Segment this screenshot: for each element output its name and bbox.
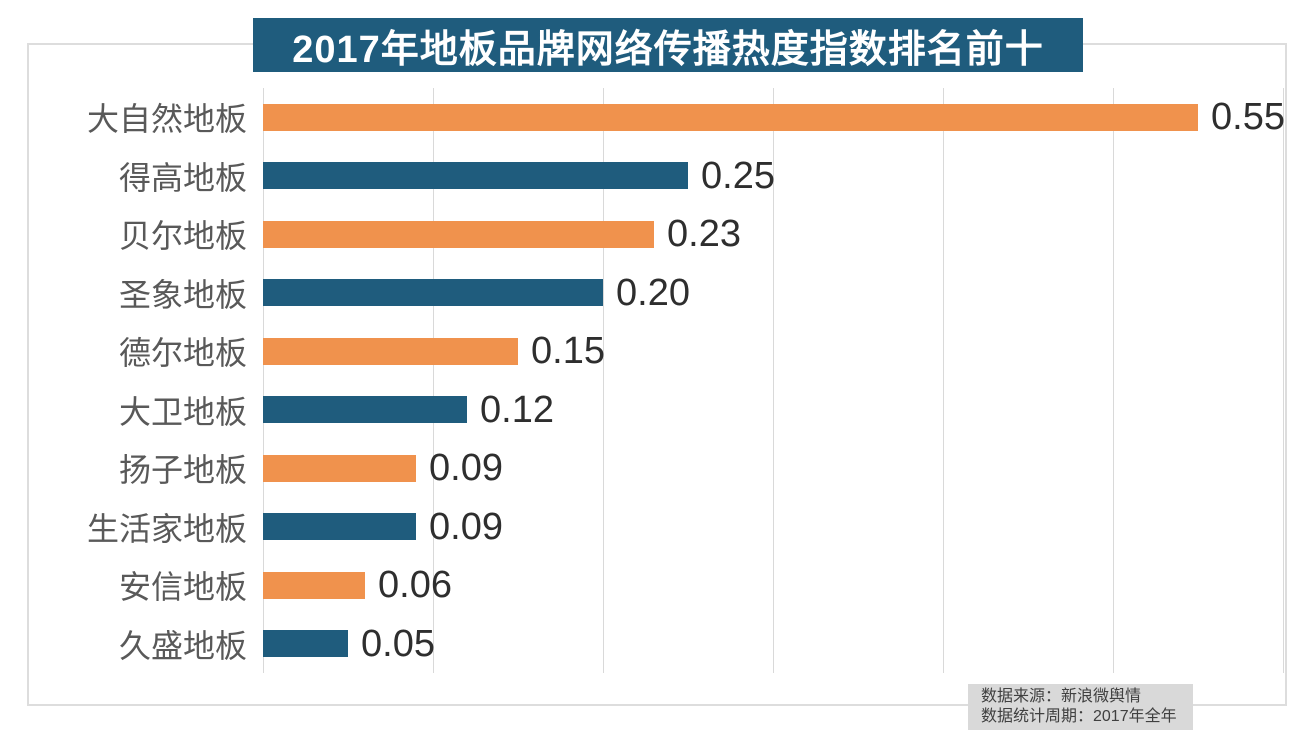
category-label: 安信地板	[118, 569, 247, 606]
category-label: 生活家地板	[86, 510, 247, 547]
value-label: 0.06	[378, 564, 452, 607]
gridline	[603, 88, 604, 673]
plot-area: 大自然地板 0.55 得高地板 0.25 贝尔地板 0.23 圣象地板 0.20 德尔地板 0.1…	[27, 88, 1285, 673]
data-source-line: 数据来源：新浪微舆情	[981, 688, 1142, 705]
bar-track: 0.15	[263, 322, 1285, 381]
chart-title: 2017年地板品牌网络传播热度指数排名前十	[253, 18, 1083, 72]
bar-track: 0.12	[263, 381, 1285, 440]
data-period-line: 数据统计周期：2017年全年	[981, 708, 1177, 725]
chart-row: 大自然地板 0.55	[27, 88, 1285, 147]
category-label: 得高地板	[118, 159, 247, 196]
bar	[263, 279, 603, 307]
gridline	[1283, 88, 1284, 673]
chart-row: 生活家地板 0.09	[27, 498, 1285, 557]
bar	[263, 396, 467, 424]
value-label: 0.09	[429, 447, 503, 490]
bar	[263, 513, 416, 541]
gridline	[433, 88, 434, 673]
bar	[263, 162, 688, 190]
value-label: 0.15	[531, 330, 605, 373]
gridline	[943, 88, 944, 673]
bar-track: 0.25	[263, 147, 1285, 206]
value-label: 0.25	[701, 154, 775, 197]
category-label: 扬子地板	[118, 452, 247, 489]
category-label: 久盛地板	[118, 627, 247, 664]
chart-row: 大卫地板 0.12	[27, 381, 1285, 440]
data-source-note: 数据来源：新浪微舆情 数据统计周期：2017年全年	[968, 684, 1193, 730]
chart-border-frame	[27, 43, 1287, 706]
value-label: 0.23	[667, 213, 741, 256]
category-label: 德尔地板	[118, 335, 247, 372]
chart-row: 德尔地板 0.15	[27, 322, 1285, 381]
chart-row: 得高地板 0.25	[27, 147, 1285, 206]
value-label: 0.09	[429, 505, 503, 548]
gridline	[773, 88, 774, 673]
bar	[263, 337, 518, 365]
bar	[263, 630, 348, 658]
gridline	[263, 88, 264, 673]
category-label: 大自然地板	[86, 101, 247, 138]
value-label: 0.55	[1211, 96, 1285, 139]
category-label: 圣象地板	[118, 276, 247, 313]
bar-track: 0.09	[263, 439, 1285, 498]
bar-track: 0.23	[263, 205, 1285, 264]
bar-track: 0.09	[263, 498, 1285, 557]
value-label: 0.20	[616, 271, 690, 314]
bar	[263, 571, 365, 599]
chart-row: 安信地板 0.06	[27, 556, 1285, 615]
chart-row: 扬子地板 0.09	[27, 439, 1285, 498]
chart-row: 贝尔地板 0.23	[27, 205, 1285, 264]
chart-row: 久盛地板 0.05	[27, 615, 1285, 674]
bar	[263, 220, 654, 248]
bar-track: 0.55	[263, 88, 1285, 147]
bar	[263, 103, 1198, 131]
gridline	[1113, 88, 1114, 673]
chart-row: 圣象地板 0.20	[27, 264, 1285, 323]
category-label: 大卫地板	[118, 393, 247, 430]
category-label: 贝尔地板	[118, 218, 247, 255]
value-label: 0.05	[361, 622, 435, 665]
bar	[263, 454, 416, 482]
bar-track: 0.20	[263, 264, 1285, 323]
value-label: 0.12	[480, 388, 554, 431]
bar-track: 0.06	[263, 556, 1285, 615]
bar-track: 0.05	[263, 615, 1285, 674]
